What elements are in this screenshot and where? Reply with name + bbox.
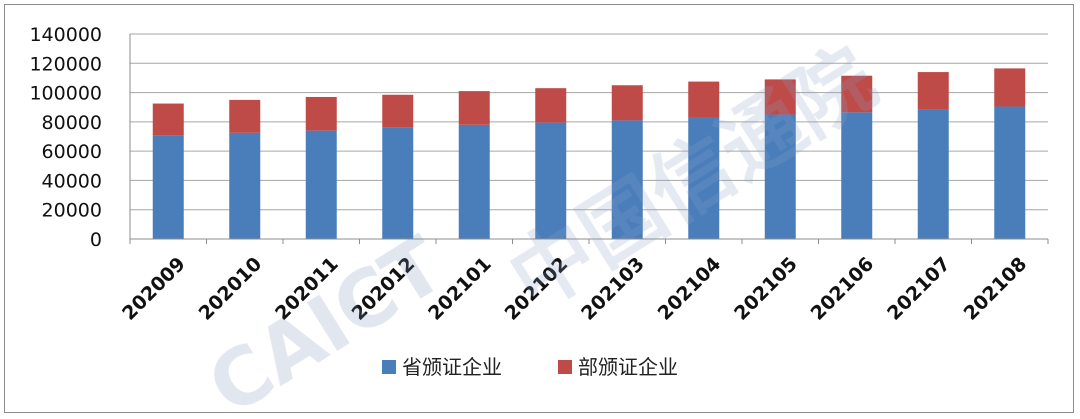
bar-provincial-202102 (535, 122, 567, 239)
bar-provincial-202012 (382, 127, 414, 239)
x-tick-label: 202010 (195, 253, 267, 325)
bar-ministerial-202101 (458, 91, 490, 125)
bar-ministerial-202108 (994, 68, 1026, 107)
legend-label: 省颁证企业 (402, 355, 502, 379)
bar-ministerial-202107 (917, 72, 949, 110)
legend-label: 部颁证企业 (578, 355, 678, 379)
x-tick-label: 202104 (654, 253, 726, 325)
y-tick-label: 60000 (42, 141, 102, 163)
bar-provincial-202010 (229, 132, 261, 239)
y-tick-label: 140000 (29, 24, 102, 46)
bar-provincial-202011 (305, 130, 337, 239)
bar-provincial-202103 (611, 120, 643, 239)
grid-layer (130, 33, 1048, 211)
bar-provincial-202009 (152, 135, 184, 239)
bar-ministerial-202009 (152, 103, 184, 136)
x-tick-label: 202105 (730, 253, 802, 325)
y-tick-label: 100000 (29, 83, 102, 105)
bar-ministerial-202104 (688, 81, 720, 118)
y-tick-label: 20000 (42, 200, 102, 222)
bar-provincial-202105 (764, 114, 796, 239)
bar-ministerial-202105 (764, 79, 796, 115)
x-tick-label: 202009 (118, 253, 190, 325)
bar-ministerial-202012 (382, 94, 414, 128)
bar-provincial-202107 (917, 109, 949, 240)
bar-layer (152, 68, 1026, 240)
bar-ministerial-202102 (535, 88, 567, 123)
y-tick-label: 40000 (42, 170, 102, 192)
y-tick-label: 120000 (29, 53, 102, 75)
legend-swatch (382, 360, 396, 374)
bar-provincial-202108 (994, 106, 1026, 239)
legend: 省颁证企业 部颁证企业 (382, 355, 678, 379)
bar-provincial-202104 (688, 117, 720, 239)
bar-provincial-202106 (841, 112, 873, 239)
bar-ministerial-202103 (611, 85, 643, 121)
x-tick-label: 202107 (883, 253, 955, 325)
x-tick-label: 202108 (960, 253, 1032, 325)
y-tick-label: 0 (90, 229, 102, 251)
x-tick-label: 202106 (807, 253, 879, 325)
y-tick-label: 80000 (42, 112, 102, 134)
bar-ministerial-202106 (841, 75, 873, 113)
bar-ministerial-202011 (305, 96, 337, 131)
bar-ministerial-202010 (229, 99, 261, 133)
watermark-latin: CAICT (194, 221, 460, 419)
bar-provincial-202101 (458, 124, 490, 239)
legend-swatch (558, 360, 572, 374)
